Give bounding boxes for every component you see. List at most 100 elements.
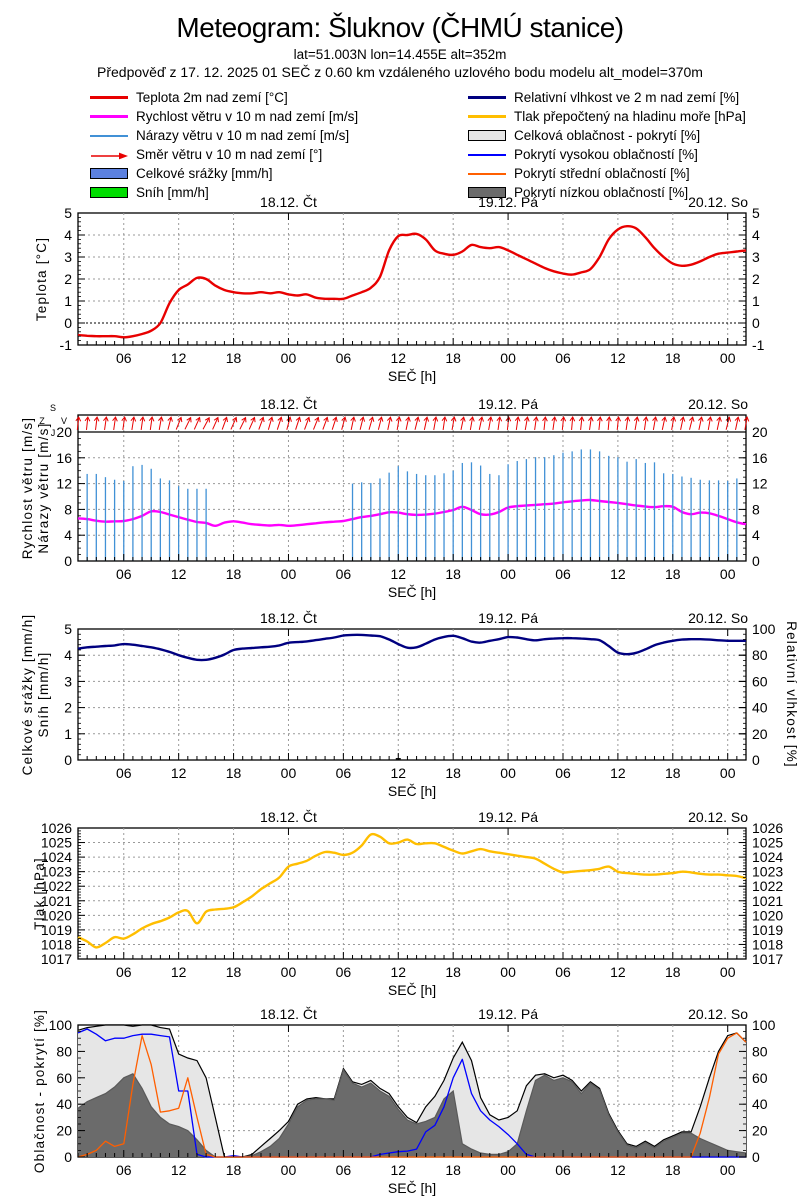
series-clouds — [77, 1024, 747, 1158]
svg-text:12: 12 — [610, 1162, 626, 1178]
svg-text:12: 12 — [610, 765, 626, 781]
line-Relativní vlhkost ve 2 m nad zemí [%] — [77, 633, 746, 662]
svg-text:00: 00 — [500, 964, 516, 980]
svg-text:06: 06 — [555, 566, 571, 582]
legend-label: Pokrytí střední oblačností [%] — [514, 166, 690, 181]
svg-text:100: 100 — [752, 621, 776, 637]
svg-text:0: 0 — [64, 1149, 72, 1165]
wind-speed-line-swatch — [90, 115, 128, 118]
svg-text:00: 00 — [281, 566, 297, 582]
svg-text:00: 00 — [500, 350, 516, 366]
svg-text:19.12. Pá: 19.12. Pá — [478, 809, 538, 825]
ticks-wind — [77, 415, 747, 562]
svg-text:00: 00 — [720, 964, 736, 980]
forecast-info: Předpověď z 17. 12. 2025 01 SEČ z 0.60 k… — [97, 64, 703, 80]
outline-Pokrytí nízkou oblačností [%] — [77, 1068, 747, 1158]
legend-label: Pokrytí vysokou oblačností [%] — [514, 147, 698, 162]
series-precip_humidity — [77, 633, 746, 662]
svg-text:4: 4 — [752, 227, 760, 243]
svg-text:60: 60 — [56, 1070, 72, 1086]
svg-text:18.12. Čt: 18.12. Čt — [260, 610, 317, 626]
total-cloud-box-swatch — [468, 130, 506, 141]
legend-label: Celková oblačnost - pokrytí [%] — [514, 128, 701, 143]
svg-text:1025: 1025 — [752, 835, 783, 851]
svg-text:12: 12 — [390, 566, 406, 582]
svg-text:12: 12 — [390, 765, 406, 781]
svg-text:12: 12 — [610, 964, 626, 980]
svg-text:1018: 1018 — [752, 936, 783, 952]
svg-text:1022: 1022 — [41, 878, 72, 894]
svg-text:18: 18 — [665, 1162, 681, 1178]
svg-text:06: 06 — [555, 1162, 571, 1178]
svg-text:00: 00 — [500, 566, 516, 582]
svg-text:06: 06 — [116, 566, 132, 582]
svg-text:1023: 1023 — [41, 864, 72, 880]
svg-text:06: 06 — [336, 1162, 352, 1178]
svg-text:00: 00 — [500, 765, 516, 781]
svg-text:12: 12 — [171, 964, 187, 980]
wind-direction-arrow-icon — [90, 149, 128, 161]
ticks-pressure — [77, 827, 747, 960]
compass-icon: S JZ V — [39, 403, 67, 438]
svg-text:12: 12 — [390, 1162, 406, 1178]
svg-text:19.12. Pá: 19.12. Pá — [478, 1006, 538, 1022]
svg-text:0: 0 — [64, 752, 72, 768]
svg-text:00: 00 — [720, 350, 736, 366]
svg-text:SEČ [h]: SEČ [h] — [388, 783, 436, 799]
svg-text:8: 8 — [752, 501, 760, 517]
svg-text:Nárazy větru [m/s]: Nárazy větru [m/s] — [36, 422, 51, 553]
svg-text:18: 18 — [445, 566, 461, 582]
svg-text:-1: -1 — [60, 337, 73, 353]
svg-text:12: 12 — [171, 566, 187, 582]
panel-pressure — [77, 827, 747, 960]
svg-text:60: 60 — [752, 673, 768, 689]
svg-text:06: 06 — [116, 964, 132, 980]
svg-text:20: 20 — [752, 1123, 768, 1139]
svg-text:06: 06 — [555, 765, 571, 781]
grid-temperature — [78, 213, 746, 345]
svg-text:12: 12 — [752, 476, 768, 492]
svg-text:12: 12 — [171, 765, 187, 781]
svg-text:06: 06 — [555, 964, 571, 980]
svg-text:18: 18 — [226, 964, 242, 980]
svg-text:1021: 1021 — [752, 893, 783, 909]
humidity-line-swatch — [468, 96, 506, 99]
svg-text:1017: 1017 — [752, 951, 783, 967]
svg-text:1020: 1020 — [41, 907, 72, 923]
svg-text:20.12. So: 20.12. So — [688, 396, 748, 412]
svg-text:SEČ [h]: SEČ [h] — [388, 584, 436, 600]
pressure-line-swatch — [468, 115, 506, 118]
svg-text:18: 18 — [665, 765, 681, 781]
svg-text:06: 06 — [116, 1162, 132, 1178]
legend-label: Pokrytí nízkou oblačností [%] — [514, 185, 689, 200]
svg-text:1020: 1020 — [752, 907, 783, 923]
svg-text:1019: 1019 — [41, 922, 72, 938]
svg-text:20: 20 — [56, 424, 72, 440]
svg-text:-1: -1 — [752, 337, 765, 353]
grid-pressure — [78, 828, 746, 959]
svg-text:0: 0 — [752, 315, 760, 331]
ticks-temperature — [77, 212, 747, 346]
legend-wind-direction: Směr větru v 10 m nad zemí [°] — [90, 145, 322, 164]
svg-text:00: 00 — [720, 765, 736, 781]
svg-text:12: 12 — [171, 350, 187, 366]
svg-text:Tlak [hPa]: Tlak [hPa] — [32, 857, 47, 930]
svg-text:100: 100 — [752, 1017, 776, 1033]
svg-text:SEČ [h]: SEČ [h] — [388, 368, 436, 384]
wind-direction-arrows — [75, 416, 750, 431]
precipitation-box-swatch — [90, 168, 128, 179]
svg-text:4: 4 — [64, 527, 72, 543]
svg-text:18: 18 — [445, 350, 461, 366]
svg-text:80: 80 — [752, 647, 768, 663]
legend-pressure: Tlak přepočtený na hladinu moře [hPa] — [468, 107, 746, 126]
svg-text:20: 20 — [752, 726, 768, 742]
svg-text:Rychlost větru [m/s]: Rychlost větru [m/s] — [20, 417, 35, 560]
svg-text:18: 18 — [665, 350, 681, 366]
legend-label: Směr větru v 10 m nad zemí [°] — [136, 147, 323, 162]
line-Teplota 2m nad zemí [°C] — [77, 224, 747, 339]
svg-text:Oblačnost - pokrytí [%]: Oblačnost - pokrytí [%] — [32, 1009, 47, 1173]
